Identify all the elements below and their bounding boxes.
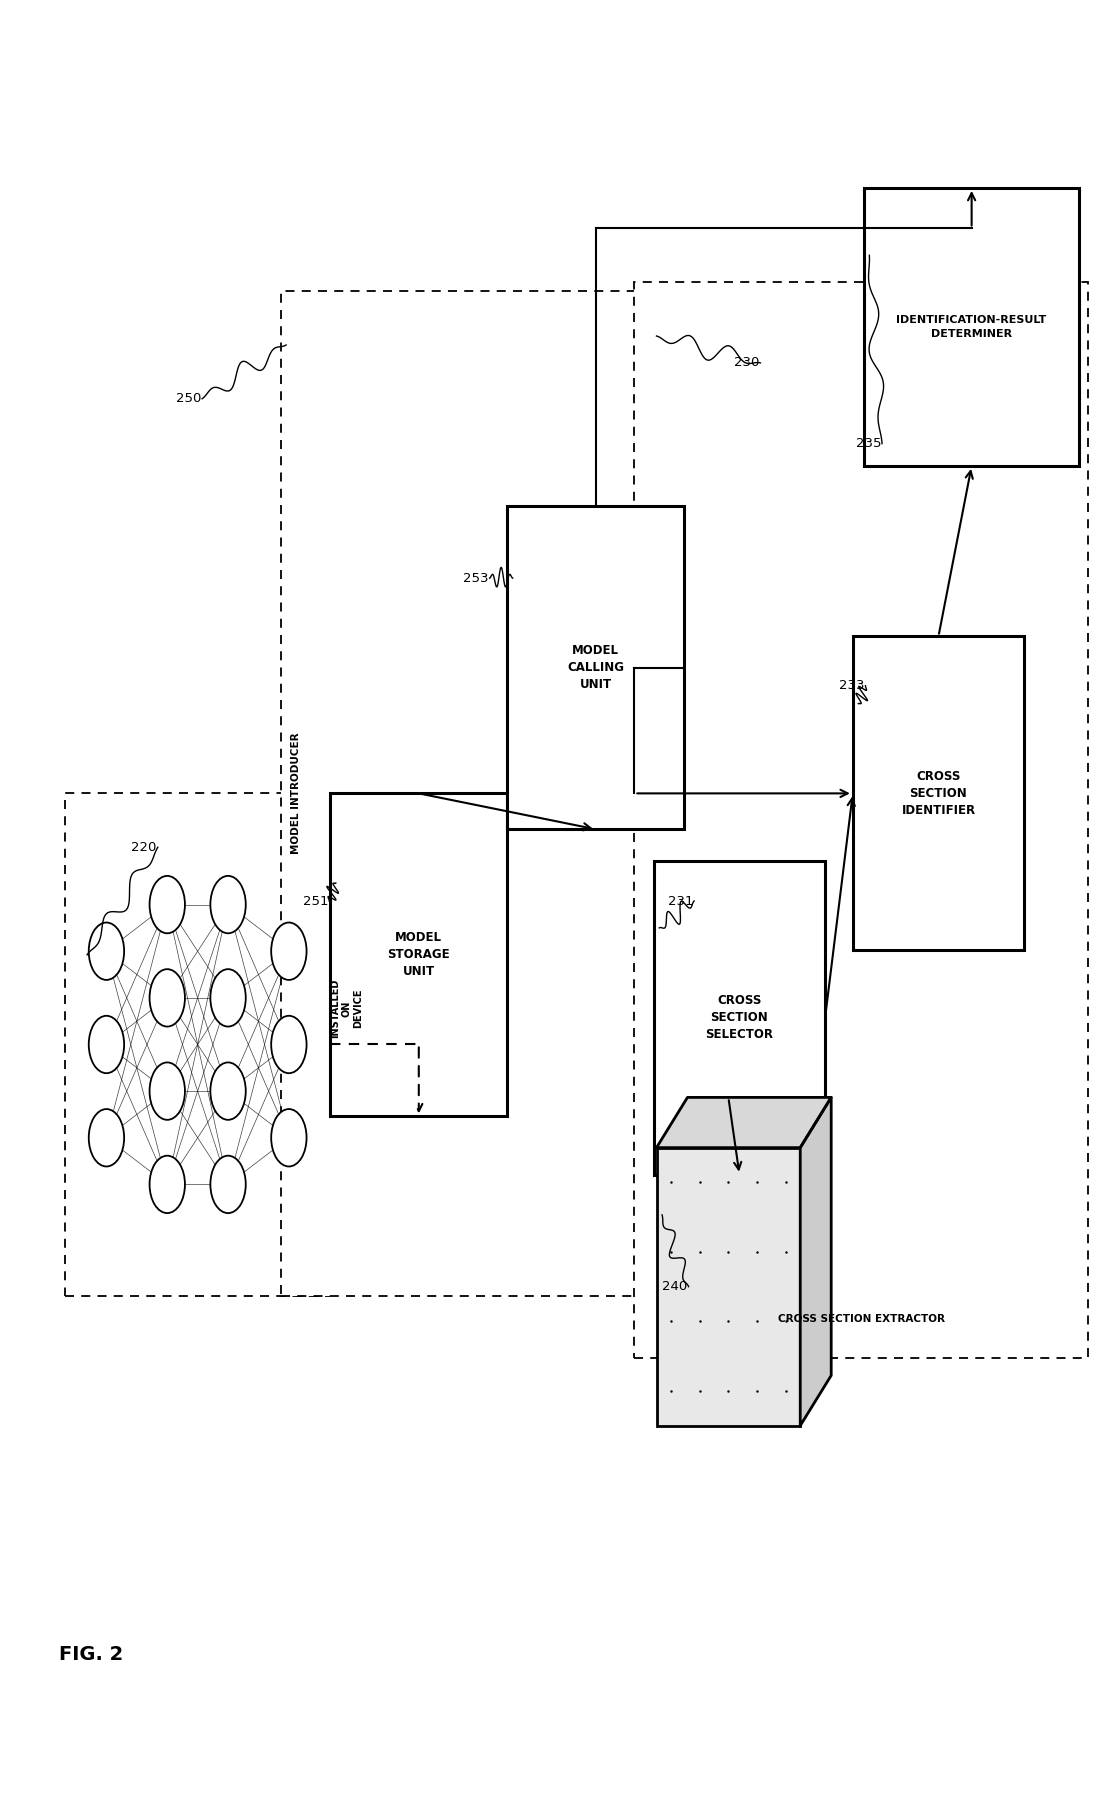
Text: CROSS
SECTION
SELECTOR: CROSS SECTION SELECTOR: [705, 995, 773, 1042]
Text: 240: 240: [662, 1279, 687, 1294]
Text: MODEL
STORAGE
UNIT: MODEL STORAGE UNIT: [388, 932, 450, 978]
Bar: [852, 636, 1024, 950]
Bar: [281, 292, 678, 1296]
Circle shape: [149, 1155, 185, 1213]
Circle shape: [89, 923, 124, 980]
Text: MODEL
CALLING
UNIT: MODEL CALLING UNIT: [567, 645, 624, 692]
Text: 235: 235: [856, 438, 881, 450]
Text: 251: 251: [303, 894, 329, 908]
Bar: [331, 793, 507, 1115]
Circle shape: [89, 1016, 124, 1074]
Text: 220: 220: [131, 842, 157, 854]
Bar: [654, 861, 825, 1175]
Text: FIG. 2: FIG. 2: [59, 1645, 124, 1663]
Bar: [65, 793, 331, 1296]
Circle shape: [211, 876, 246, 933]
Circle shape: [271, 1016, 306, 1074]
Circle shape: [211, 1063, 246, 1119]
Text: 253: 253: [463, 571, 489, 584]
Bar: [656, 1148, 800, 1425]
Polygon shape: [800, 1097, 831, 1425]
Circle shape: [211, 969, 246, 1027]
Circle shape: [271, 1108, 306, 1166]
Circle shape: [149, 969, 185, 1027]
Bar: [634, 283, 1087, 1359]
Circle shape: [211, 1155, 246, 1213]
Text: CROSS
SECTION
IDENTIFIER: CROSS SECTION IDENTIFIER: [901, 769, 976, 816]
Circle shape: [149, 1063, 185, 1119]
Text: INSTALLED
ON
DEVICE: INSTALLED ON DEVICE: [331, 978, 363, 1038]
Text: 231: 231: [667, 894, 693, 908]
Polygon shape: [656, 1097, 831, 1148]
Text: IDENTIFICATION-RESULT
DETERMINER: IDENTIFICATION-RESULT DETERMINER: [897, 315, 1047, 339]
Circle shape: [89, 1108, 124, 1166]
Text: 230: 230: [734, 357, 760, 369]
Text: CROSS SECTION EXTRACTOR: CROSS SECTION EXTRACTOR: [778, 1314, 945, 1324]
Text: MODEL INTRODUCER: MODEL INTRODUCER: [291, 733, 301, 854]
Bar: [863, 187, 1079, 467]
Circle shape: [149, 876, 185, 933]
Circle shape: [271, 923, 306, 980]
Bar: [507, 506, 684, 829]
Text: 250: 250: [176, 393, 201, 405]
Text: 233: 233: [839, 679, 864, 692]
